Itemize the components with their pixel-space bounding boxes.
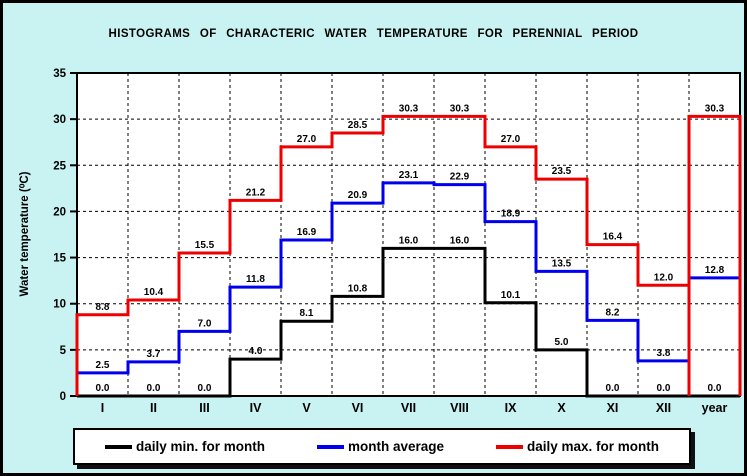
value-label-daily-min-IV: 4.0 (249, 346, 263, 357)
y-tick-label-5: 5 (60, 345, 67, 357)
y-tick-label-10: 10 (53, 299, 66, 311)
y-tick-label-0: 0 (60, 391, 66, 403)
value-label-daily-max-III: 15.5 (195, 240, 215, 251)
value-label-month-average-IX: 18.9 (501, 209, 521, 220)
legend-label-month-average: month average (347, 439, 444, 454)
value-label-month-average-year: 12.8 (705, 265, 725, 276)
legend-item-daily-min: daily min. for month (104, 439, 265, 454)
value-label-daily-min-V: 8.1 (300, 308, 314, 319)
x-category-label-IV: IV (250, 401, 262, 415)
value-label-daily-max-VI: 28.5 (348, 120, 368, 131)
x-category-label-IX: IX (505, 401, 517, 415)
series-line-daily-max (75, 114, 742, 396)
value-label-daily-max-XII: 12.0 (654, 272, 674, 283)
legend-item-month-average: month average (316, 439, 444, 454)
value-label-daily-max-VII: 30.3 (399, 103, 419, 114)
value-label-month-average-I: 2.5 (96, 360, 110, 371)
series-line-daily-min (77, 246, 740, 398)
value-label-daily-max-IX: 27.0 (501, 134, 521, 145)
value-label-daily-max-X: 23.5 (552, 166, 572, 177)
legend-label-daily-min: daily min. for month (135, 439, 265, 454)
y-tick-label-15: 15 (53, 253, 66, 265)
value-label-daily-min-year: 0.0 (708, 383, 722, 394)
chart-title: HISTOGRAMS OF CHARACTERIC WATER TEMPERAT… (108, 28, 639, 40)
value-label-month-average-XI: 8.2 (606, 307, 620, 318)
daily-max-line-swatch (496, 444, 523, 449)
x-category-label-XII: XII (656, 401, 671, 415)
series-line-month-average (75, 181, 742, 396)
value-label-daily-min-VII: 16.0 (399, 235, 419, 246)
month-average-line-swatch (316, 444, 344, 449)
y-tick-label-35: 35 (53, 68, 66, 80)
x-category-label-year: year (702, 401, 728, 415)
value-label-daily-min-X: 5.0 (555, 337, 569, 348)
x-category-label-VII: VII (401, 401, 416, 415)
value-label-month-average-VII: 23.1 (399, 170, 419, 181)
value-label-month-average-VIII: 22.9 (450, 172, 470, 183)
value-label-daily-max-XI: 16.4 (603, 232, 623, 243)
x-category-label-XI: XI (607, 401, 619, 415)
legend-label-daily-max: daily max. for month (527, 439, 660, 454)
value-label-daily-min-III: 0.0 (198, 383, 212, 394)
x-category-label-II: II (150, 401, 157, 415)
value-label-daily-min-XI: 0.0 (606, 383, 620, 394)
value-label-daily-max-I: 8.8 (96, 302, 110, 313)
value-label-daily-min-XII: 0.0 (657, 383, 671, 394)
value-label-daily-max-year: 30.3 (705, 103, 725, 114)
value-label-month-average-III: 7.0 (198, 318, 212, 329)
value-label-daily-max-II: 10.4 (144, 287, 164, 298)
value-label-daily-max-IV: 21.2 (246, 187, 266, 198)
y-tick-label-30: 30 (53, 114, 66, 126)
y-tick-label-20: 20 (53, 206, 66, 218)
value-label-daily-min-VIII: 16.0 (450, 235, 470, 246)
plot-svg: 0 5 10 15 20 25 30 35 0.0 0.0 0.0 4.0 8.1 10.8 16.0 16.… (53, 68, 742, 415)
value-label-daily-min-IX: 10.1 (501, 290, 521, 301)
y-tick-label-25: 25 (53, 160, 66, 172)
value-label-month-average-IV: 11.8 (246, 274, 265, 285)
value-label-month-average-II: 3.7 (147, 349, 161, 360)
value-label-daily-max-V: 27.0 (297, 134, 317, 145)
x-category-label-I: I (101, 401, 104, 415)
value-label-daily-min-II: 0.0 (147, 383, 161, 394)
value-label-daily-max-VIII: 30.3 (450, 103, 470, 114)
x-category-label-X: X (557, 401, 566, 415)
x-category-label-III: III (199, 401, 209, 415)
x-category-label-VI: VI (352, 401, 364, 415)
value-label-month-average-V: 16.9 (297, 227, 317, 238)
value-label-daily-min-VI: 10.8 (348, 283, 368, 294)
value-label-month-average-XII: 3.8 (657, 348, 671, 359)
legend-item-daily-max: daily max. for month (496, 439, 659, 454)
value-label-month-average-VI: 20.9 (348, 190, 368, 201)
value-label-daily-min-I: 0.0 (96, 383, 110, 394)
x-category-label-V: V (302, 401, 311, 415)
daily-min-line-swatch (104, 444, 132, 449)
x-category-label-VIII: VIII (450, 401, 469, 415)
legend: daily min. for month month average daily… (73, 428, 691, 465)
value-label-month-average-X: 13.5 (552, 258, 572, 269)
